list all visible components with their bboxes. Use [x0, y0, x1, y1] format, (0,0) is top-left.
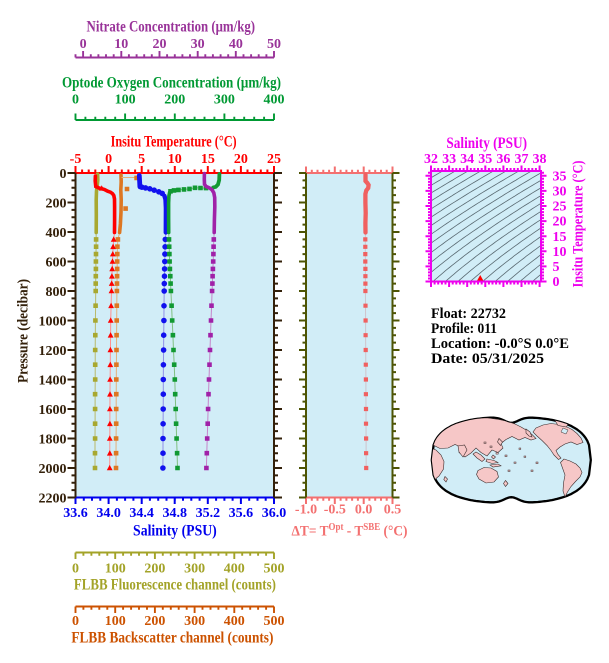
svg-text:200: 200: [46, 197, 67, 212]
svg-text:100: 100: [115, 93, 136, 108]
svg-text:34: 34: [460, 152, 474, 167]
svg-text:10: 10: [553, 245, 567, 260]
svg-text:Salinity (PSU): Salinity (PSU): [133, 522, 217, 539]
svg-text:35: 35: [478, 152, 492, 167]
svg-text:38: 38: [533, 152, 547, 167]
svg-text:-1.0: -1.0: [295, 503, 317, 518]
svg-text:50: 50: [267, 37, 281, 52]
svg-text:0: 0: [553, 275, 560, 290]
svg-text:15: 15: [201, 152, 215, 167]
svg-text:20: 20: [553, 215, 567, 230]
svg-text:20: 20: [152, 37, 166, 52]
svg-text:Salinity (PSU): Salinity (PSU): [446, 135, 527, 152]
svg-text:FLBB Fluorescence channel (cou: FLBB Fluorescence channel (counts): [74, 576, 276, 593]
svg-text:36.0: 36.0: [262, 506, 287, 521]
svg-text:10: 10: [168, 152, 182, 167]
svg-text:600: 600: [46, 256, 67, 271]
svg-text:25: 25: [267, 152, 281, 167]
svg-text:Optode Oxygen Concentration (μ: Optode Oxygen Concentration (μm/kg): [62, 74, 281, 91]
svg-text:1000: 1000: [39, 315, 67, 330]
svg-text:2200: 2200: [39, 492, 67, 507]
svg-text:800: 800: [46, 285, 67, 300]
svg-text:200: 200: [144, 614, 165, 629]
svg-text:15: 15: [553, 230, 567, 245]
svg-text:Float: 22732: Float: 22732: [431, 306, 506, 322]
svg-text:34.4: 34.4: [129, 506, 154, 521]
svg-text:400: 400: [264, 93, 285, 108]
svg-text:35.6: 35.6: [229, 506, 254, 521]
svg-text:30: 30: [553, 185, 567, 200]
svg-text:-5: -5: [70, 152, 82, 167]
svg-text:0: 0: [72, 614, 79, 629]
svg-text:100: 100: [105, 614, 126, 629]
svg-text:300: 300: [184, 562, 205, 577]
svg-text:1800: 1800: [39, 433, 67, 448]
svg-text:0: 0: [60, 167, 67, 182]
svg-text:Profile: 011: Profile: 011: [431, 321, 497, 337]
svg-text:200: 200: [144, 562, 165, 577]
svg-text:500: 500: [264, 562, 285, 577]
svg-text:33: 33: [442, 152, 456, 167]
svg-text:36: 36: [496, 152, 510, 167]
svg-text:0.0: 0.0: [355, 503, 373, 518]
svg-text:-0.5: -0.5: [324, 503, 346, 518]
svg-text:300: 300: [214, 93, 235, 108]
svg-text:34.8: 34.8: [163, 506, 188, 521]
svg-text:40: 40: [229, 37, 243, 52]
svg-text:400: 400: [224, 562, 245, 577]
svg-text:30: 30: [191, 37, 205, 52]
svg-text:2000: 2000: [39, 462, 67, 477]
svg-text:0: 0: [72, 562, 79, 577]
svg-text:100: 100: [105, 562, 126, 577]
svg-text:5: 5: [553, 260, 560, 275]
svg-text:Location: -0.0°S 0.0°E: Location: -0.0°S 0.0°E: [431, 336, 569, 352]
svg-text:ΔT= TOpt - TSBE (°C): ΔT= TOpt - TSBE (°C): [292, 522, 408, 540]
svg-text:300: 300: [184, 614, 205, 629]
svg-text:400: 400: [224, 614, 245, 629]
svg-text:32: 32: [424, 152, 438, 167]
svg-text:20: 20: [234, 152, 248, 167]
svg-text:400: 400: [46, 226, 67, 241]
svg-text:1400: 1400: [39, 374, 67, 389]
svg-text:Insitu Temperature (°C): Insitu Temperature (°C): [571, 161, 587, 288]
svg-text:35: 35: [553, 169, 567, 184]
svg-text:37: 37: [514, 152, 528, 167]
svg-text:25: 25: [553, 200, 567, 215]
svg-text:200: 200: [164, 93, 185, 108]
svg-text:Nitrate Concentration (μm/kg): Nitrate Concentration (μm/kg): [87, 19, 256, 36]
svg-text:0: 0: [72, 93, 79, 108]
svg-text:1200: 1200: [39, 344, 67, 359]
svg-text:10: 10: [114, 37, 128, 52]
svg-text:Date: 05/31/2025: Date: 05/31/2025: [431, 351, 544, 367]
svg-text:500: 500: [264, 614, 285, 629]
svg-text:FLBB Backscatter channel (coun: FLBB Backscatter channel (counts): [71, 630, 273, 647]
svg-text:1600: 1600: [39, 403, 67, 418]
svg-text:Pressure (decibar): Pressure (decibar): [16, 279, 32, 383]
svg-text:33.6: 33.6: [63, 506, 88, 521]
svg-text:0: 0: [80, 37, 87, 52]
svg-text:0: 0: [105, 152, 112, 167]
svg-text:0.5: 0.5: [384, 503, 402, 518]
svg-text:Insitu Temperature (°C): Insitu Temperature (°C): [111, 133, 237, 150]
svg-text:35.2: 35.2: [196, 506, 221, 521]
svg-text:5: 5: [138, 152, 145, 167]
svg-text:34.0: 34.0: [96, 506, 121, 521]
